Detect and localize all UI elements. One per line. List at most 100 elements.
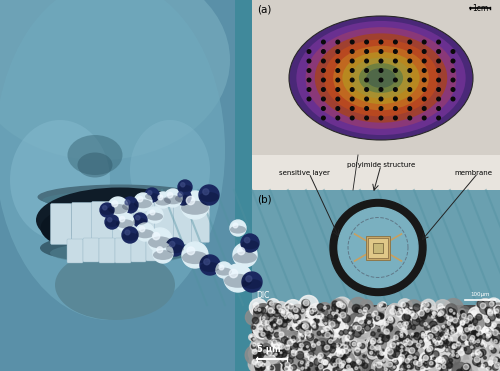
Circle shape bbox=[354, 314, 372, 332]
Circle shape bbox=[422, 107, 426, 110]
Circle shape bbox=[332, 359, 339, 365]
Circle shape bbox=[335, 351, 340, 356]
Circle shape bbox=[133, 213, 147, 227]
Circle shape bbox=[456, 330, 476, 349]
Circle shape bbox=[452, 346, 455, 349]
Circle shape bbox=[421, 359, 424, 362]
Circle shape bbox=[369, 335, 386, 353]
Circle shape bbox=[242, 272, 262, 292]
Circle shape bbox=[378, 303, 385, 311]
Circle shape bbox=[310, 319, 317, 325]
Circle shape bbox=[116, 213, 134, 231]
Ellipse shape bbox=[359, 63, 403, 93]
Circle shape bbox=[274, 344, 279, 349]
Circle shape bbox=[381, 349, 384, 352]
Circle shape bbox=[336, 348, 342, 354]
Circle shape bbox=[412, 359, 418, 365]
Circle shape bbox=[182, 242, 208, 268]
Circle shape bbox=[368, 349, 374, 355]
Circle shape bbox=[402, 325, 407, 330]
Circle shape bbox=[345, 342, 349, 345]
Ellipse shape bbox=[134, 199, 152, 208]
Circle shape bbox=[415, 364, 421, 370]
Circle shape bbox=[316, 313, 324, 322]
Circle shape bbox=[392, 364, 399, 371]
Circle shape bbox=[419, 317, 438, 337]
Circle shape bbox=[452, 329, 456, 333]
Circle shape bbox=[426, 365, 428, 368]
Circle shape bbox=[238, 247, 245, 255]
Circle shape bbox=[467, 331, 469, 334]
Circle shape bbox=[400, 349, 403, 352]
Circle shape bbox=[300, 365, 308, 371]
Circle shape bbox=[392, 342, 397, 347]
Bar bbox=[0, 0, 252, 371]
Circle shape bbox=[488, 311, 493, 316]
Ellipse shape bbox=[166, 244, 184, 253]
Circle shape bbox=[454, 339, 468, 353]
Circle shape bbox=[456, 369, 462, 371]
Circle shape bbox=[257, 364, 264, 371]
Circle shape bbox=[274, 309, 278, 313]
Circle shape bbox=[320, 329, 328, 337]
Circle shape bbox=[298, 361, 304, 367]
Circle shape bbox=[304, 365, 310, 371]
Circle shape bbox=[474, 348, 489, 363]
Circle shape bbox=[287, 358, 293, 364]
Circle shape bbox=[344, 345, 348, 349]
Circle shape bbox=[365, 116, 368, 120]
Circle shape bbox=[428, 346, 432, 351]
Circle shape bbox=[424, 362, 430, 369]
Circle shape bbox=[317, 362, 333, 371]
Text: (a): (a) bbox=[257, 5, 272, 15]
Circle shape bbox=[284, 316, 287, 319]
Circle shape bbox=[402, 362, 405, 365]
Circle shape bbox=[432, 327, 438, 333]
Circle shape bbox=[439, 367, 442, 370]
Circle shape bbox=[374, 328, 380, 334]
Circle shape bbox=[476, 314, 482, 320]
Circle shape bbox=[432, 351, 439, 358]
Circle shape bbox=[285, 339, 290, 345]
Circle shape bbox=[288, 303, 294, 309]
Circle shape bbox=[494, 309, 499, 313]
Circle shape bbox=[280, 314, 287, 322]
FancyBboxPatch shape bbox=[146, 239, 161, 261]
Circle shape bbox=[454, 354, 458, 358]
Circle shape bbox=[444, 334, 448, 337]
Circle shape bbox=[314, 318, 319, 324]
Circle shape bbox=[435, 307, 452, 324]
Circle shape bbox=[318, 314, 321, 317]
Circle shape bbox=[302, 323, 308, 329]
Circle shape bbox=[344, 329, 348, 335]
Circle shape bbox=[296, 341, 310, 354]
Circle shape bbox=[352, 342, 356, 346]
Circle shape bbox=[486, 329, 490, 334]
Circle shape bbox=[336, 359, 352, 371]
Ellipse shape bbox=[366, 68, 396, 88]
Circle shape bbox=[412, 357, 430, 371]
Circle shape bbox=[370, 345, 374, 350]
Circle shape bbox=[346, 365, 350, 369]
Circle shape bbox=[459, 346, 468, 354]
Circle shape bbox=[356, 307, 367, 318]
Circle shape bbox=[410, 345, 418, 352]
Circle shape bbox=[477, 300, 484, 308]
Circle shape bbox=[282, 352, 284, 355]
Circle shape bbox=[299, 295, 318, 315]
Circle shape bbox=[402, 319, 414, 331]
Circle shape bbox=[328, 339, 332, 343]
Ellipse shape bbox=[242, 279, 262, 289]
Circle shape bbox=[424, 322, 428, 326]
Circle shape bbox=[424, 342, 441, 360]
Circle shape bbox=[486, 298, 500, 314]
Circle shape bbox=[426, 310, 434, 318]
Circle shape bbox=[302, 335, 304, 337]
Circle shape bbox=[362, 317, 366, 319]
Circle shape bbox=[268, 347, 284, 363]
Circle shape bbox=[380, 351, 384, 355]
Circle shape bbox=[258, 309, 262, 313]
Circle shape bbox=[410, 313, 414, 316]
Circle shape bbox=[286, 363, 299, 371]
Circle shape bbox=[488, 309, 490, 312]
